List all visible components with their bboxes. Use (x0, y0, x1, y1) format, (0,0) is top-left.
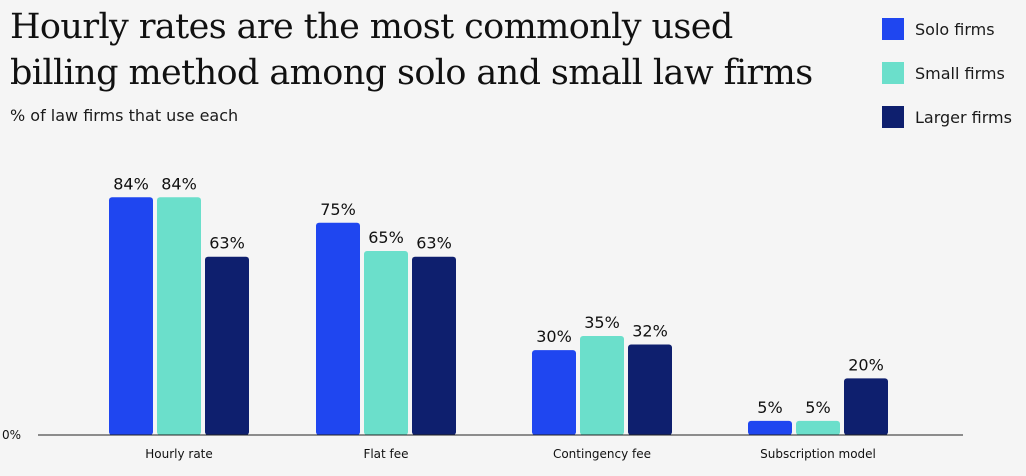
data-label-subscription-model-larger-firms: 20% (848, 355, 884, 374)
chart-title: Hourly rates are the most commonly used … (10, 7, 813, 93)
chart-subtitle: % of law firms that use each (10, 106, 239, 125)
bar-hourly-rate-solo-firms (109, 197, 153, 435)
data-label-contingency-fee-small-firms: 35% (584, 313, 620, 332)
y-tick-label-0: 0% (2, 428, 21, 442)
bar-hourly-rate-larger-firms (205, 256, 249, 435)
bar-flat-fee-larger-firms (412, 256, 456, 435)
legend-swatch-small-firms (882, 62, 904, 84)
x-tick-label-subscription-model: Subscription model (760, 447, 876, 461)
data-label-flat-fee-small-firms: 65% (368, 228, 404, 247)
legend-swatch-larger-firms (882, 106, 904, 128)
bar-contingency-fee-solo-firms (532, 350, 576, 435)
bar-subscription-model-larger-firms (844, 378, 888, 435)
bar-contingency-fee-small-firms (580, 335, 624, 435)
bar-flat-fee-solo-firms (316, 222, 360, 435)
x-tick-label-flat-fee: Flat fee (363, 447, 408, 461)
data-label-subscription-model-solo-firms: 5% (757, 398, 782, 417)
data-label-flat-fee-solo-firms: 75% (320, 200, 356, 219)
data-label-contingency-fee-larger-firms: 32% (632, 321, 668, 340)
legend-label-larger-firms: Larger firms (915, 107, 1012, 127)
bar-flat-fee-small-firms (364, 251, 408, 435)
legend-label-small-firms: Small firms (915, 63, 1005, 83)
data-label-hourly-rate-larger-firms: 63% (209, 234, 245, 253)
x-tick-label-hourly-rate: Hourly rate (145, 447, 213, 461)
bar-hourly-rate-small-firms (157, 197, 201, 435)
data-label-contingency-fee-solo-firms: 30% (536, 327, 572, 346)
data-label-hourly-rate-solo-firms: 84% (113, 174, 149, 193)
legend-item-larger-firms: Larger firms (882, 106, 1022, 128)
legend-item-solo-firms: Solo firms (882, 18, 1022, 40)
legend-label-solo-firms: Solo firms (915, 19, 995, 39)
bar-contingency-fee-larger-firms (628, 344, 672, 435)
bar-subscription-model-small-firms (796, 420, 840, 435)
bar-subscription-model-solo-firms (748, 420, 792, 435)
legend-swatch-solo-firms (882, 18, 904, 40)
chart-legend: Solo firms Small firms Larger firms (882, 18, 1022, 150)
x-tick-label-contingency-fee: Contingency fee (553, 447, 651, 461)
data-label-flat-fee-larger-firms: 63% (416, 234, 452, 253)
data-label-hourly-rate-small-firms: 84% (161, 174, 197, 193)
data-label-subscription-model-small-firms: 5% (805, 398, 830, 417)
legend-item-small-firms: Small firms (882, 62, 1022, 84)
